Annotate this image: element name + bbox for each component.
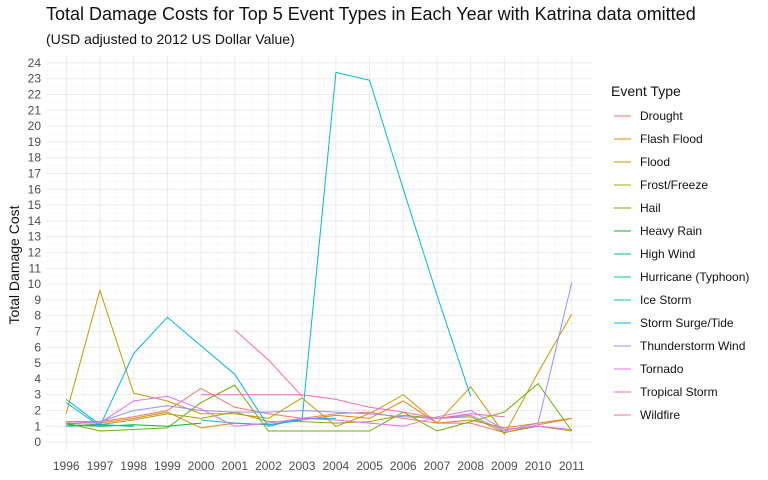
legend-label: Heavy Rain xyxy=(640,224,702,238)
y-tick-label: 12 xyxy=(28,246,42,260)
series-line xyxy=(200,71,472,426)
x-tick-label: 2005 xyxy=(356,459,383,473)
grid-layer xyxy=(46,55,592,450)
y-tick-label: 21 xyxy=(28,103,42,117)
series-line xyxy=(66,282,573,432)
legend-label: Flood xyxy=(640,155,670,169)
y-tick-label: 24 xyxy=(28,56,42,70)
x-tick-label: 1997 xyxy=(87,459,114,473)
y-tick-label: 23 xyxy=(28,72,42,86)
legend-label: Tropical Storm xyxy=(640,385,718,399)
y-tick-label: 15 xyxy=(28,198,42,212)
legend-label: Drought xyxy=(640,109,683,123)
x-tick-label: 2006 xyxy=(390,459,417,473)
series-line xyxy=(65,316,336,428)
x-tick-label: 2000 xyxy=(188,459,215,473)
legend-title: Event Type xyxy=(611,83,681,99)
legend-label: Tornado xyxy=(640,362,684,376)
y-tick-label: 0 xyxy=(34,435,41,449)
y-tick-label: 5 xyxy=(34,356,41,370)
legend-label: Ice Storm xyxy=(640,293,691,307)
legend: Event Type Drought Flash Flood Flood Frost/… xyxy=(611,83,749,422)
series-line xyxy=(65,399,134,427)
y-tick-label: 3 xyxy=(34,388,41,402)
x-tick-label: 2010 xyxy=(525,459,552,473)
series-line xyxy=(65,288,573,436)
series-line xyxy=(66,422,202,427)
y-tick-label: 10 xyxy=(28,277,42,291)
legend-label: High Wind xyxy=(640,247,695,261)
legend-label: Wildfire xyxy=(640,408,680,422)
x-tick-labels: 1996 1997 1998 1999 2000 2001 2002 2003 2004 2005… xyxy=(53,459,585,473)
series-line xyxy=(66,387,572,434)
series-line xyxy=(66,411,572,434)
y-tick-label: 18 xyxy=(28,151,42,165)
y-tick-label: 1 xyxy=(34,419,41,433)
x-tick-label: 2004 xyxy=(323,459,350,473)
y-tick-label: 14 xyxy=(28,214,42,228)
x-tick-label: 2009 xyxy=(491,459,518,473)
series-line xyxy=(234,329,303,397)
y-tick-label: 6 xyxy=(34,340,41,354)
legend-label: Storm Surge/Tide xyxy=(640,316,734,330)
legend-label: Flash Flood xyxy=(640,132,703,146)
y-tick-label: 13 xyxy=(28,230,42,244)
legend-label: Thunderstorm Wind xyxy=(640,339,745,353)
x-tick-label: 1998 xyxy=(120,459,147,473)
series-line xyxy=(201,394,505,419)
y-tick-label: 16 xyxy=(28,182,42,196)
x-tick-label: 2002 xyxy=(255,459,282,473)
chart-subtitle: (USD adjusted to 2012 US Dollar Value) xyxy=(46,31,295,47)
x-tick-label: 2011 xyxy=(559,459,585,473)
x-tick-label: 1996 xyxy=(53,459,80,473)
y-tick-label: 17 xyxy=(28,167,42,181)
y-tick-label: 4 xyxy=(34,372,41,386)
y-tick-label: 19 xyxy=(28,135,42,149)
y-tick-label: 9 xyxy=(34,293,41,307)
y-axis-title: Total Damage Cost xyxy=(6,205,22,324)
y-tick-label: 7 xyxy=(34,325,41,339)
chart-title: Total Damage Costs for Top 5 Event Types… xyxy=(46,4,696,24)
legend-label: Frost/Freeze xyxy=(640,178,708,192)
y-tick-label: 11 xyxy=(29,261,42,275)
y-tick-label: 2 xyxy=(34,404,41,418)
legend-label: Hurricane (Typhoon) xyxy=(640,270,749,284)
x-tick-label: 2003 xyxy=(289,459,316,473)
x-tick-label: 2008 xyxy=(457,459,484,473)
series-lines xyxy=(65,71,573,436)
y-tick-label: 20 xyxy=(28,119,42,133)
y-tick-label: 8 xyxy=(34,309,41,323)
x-tick-label: 2001 xyxy=(221,459,248,473)
x-tick-label: 1999 xyxy=(154,459,181,473)
series-line xyxy=(66,382,573,432)
x-tick-label: 2007 xyxy=(424,459,451,473)
series-line xyxy=(66,400,572,429)
series-line xyxy=(66,395,572,431)
legend-label: Hail xyxy=(640,201,661,215)
y-tick-label: 22 xyxy=(28,88,42,102)
